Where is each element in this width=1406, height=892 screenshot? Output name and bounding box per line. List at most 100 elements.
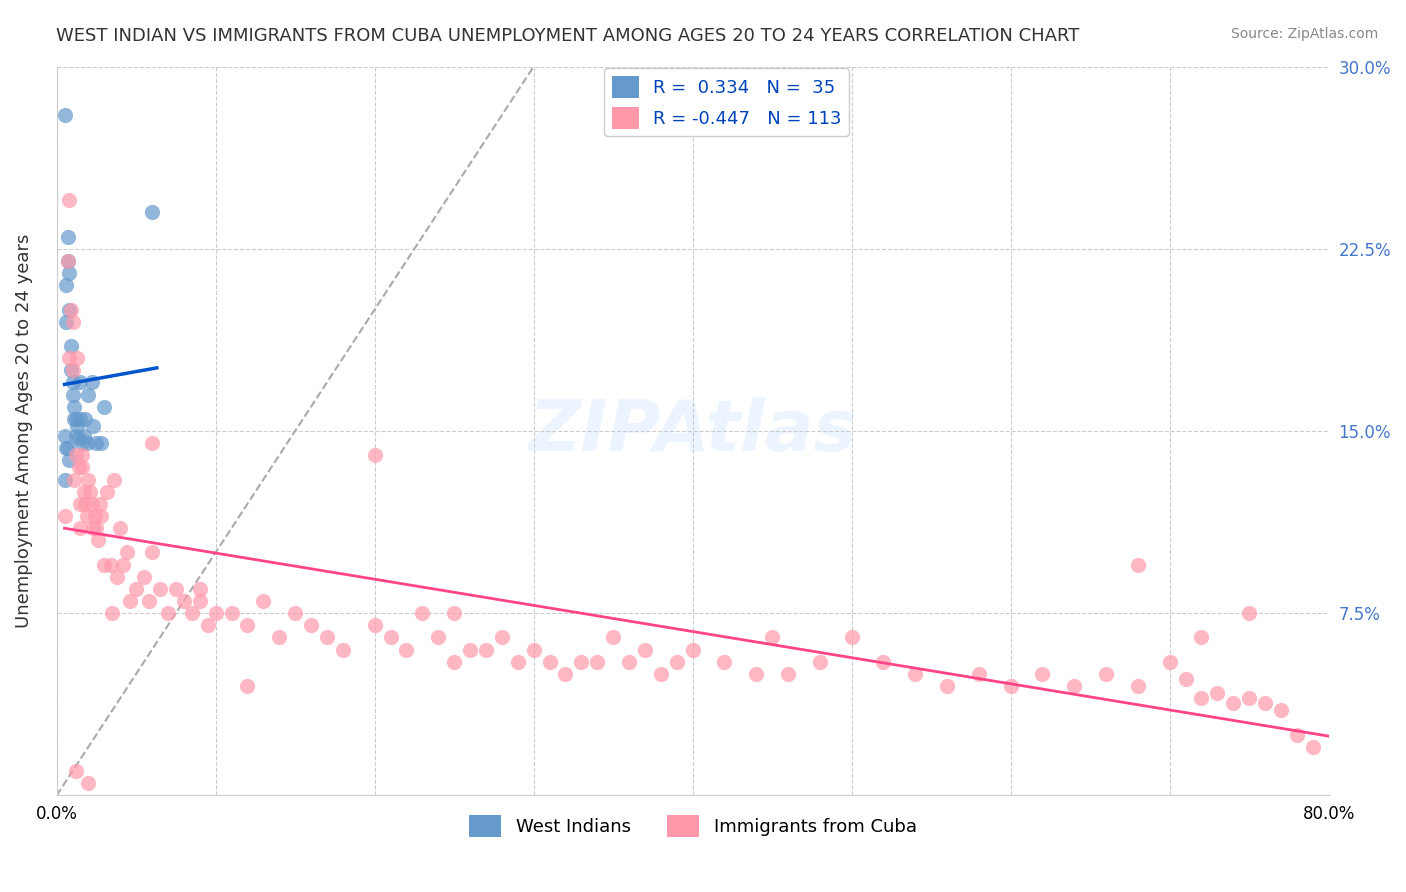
Point (70, 460, 93, 475)
Point (103, 473, 125, 487)
Point (458, 642, 481, 657)
Point (808, 655, 831, 669)
Point (491, 631, 513, 645)
Point (63, 473, 86, 487)
Point (1126, 558, 1149, 572)
Point (221, 606, 243, 620)
Point (53, 429, 76, 443)
Point (82, 419, 104, 434)
Point (506, 655, 529, 669)
Point (586, 655, 609, 669)
Point (1191, 631, 1213, 645)
Point (90, 509, 112, 524)
Point (53, 473, 76, 487)
Point (86, 436, 108, 450)
Point (69, 376, 91, 390)
Text: Source: ZipAtlas.com: Source: ZipAtlas.com (1230, 27, 1378, 41)
Point (173, 594, 195, 608)
Point (1254, 696, 1277, 710)
Point (53, 108, 76, 122)
Point (1063, 679, 1085, 693)
Point (110, 521, 132, 535)
Point (59, 302, 82, 317)
Point (65, 764, 87, 778)
Point (58, 193, 80, 207)
Point (132, 570, 155, 584)
Point (65, 412, 87, 426)
Point (79, 484, 101, 499)
Point (58, 302, 80, 317)
Point (1174, 672, 1197, 686)
Point (76, 436, 98, 450)
Point (682, 642, 704, 657)
Point (1191, 691, 1213, 706)
Point (75, 497, 97, 511)
Point (188, 594, 211, 608)
Point (523, 642, 546, 657)
Point (96, 484, 118, 499)
Point (62, 363, 84, 377)
Point (665, 655, 688, 669)
Point (761, 631, 783, 645)
Point (90, 436, 112, 450)
Point (58, 453, 80, 467)
Point (776, 667, 799, 681)
Point (89, 497, 111, 511)
Point (316, 631, 339, 645)
Point (936, 679, 959, 693)
Point (83, 509, 105, 524)
Point (76, 509, 98, 524)
Point (77, 473, 100, 487)
Point (904, 667, 927, 681)
Point (380, 631, 402, 645)
Point (69, 497, 91, 511)
Point (554, 667, 576, 681)
Point (1031, 667, 1053, 681)
Point (138, 594, 160, 608)
Point (395, 642, 418, 657)
Point (69, 521, 91, 535)
Point (69, 412, 91, 426)
Point (77, 387, 100, 401)
Point (56, 441, 79, 455)
Point (443, 655, 465, 669)
Point (125, 582, 148, 596)
Point (713, 655, 735, 669)
Point (93, 400, 115, 414)
Point (63, 412, 86, 426)
Point (59, 363, 82, 377)
Point (55, 315, 77, 329)
Point (236, 679, 259, 693)
Point (70, 448, 93, 462)
Point (269, 631, 291, 645)
Point (475, 642, 498, 657)
Point (55, 278, 77, 293)
Point (299, 618, 322, 632)
Point (55, 441, 77, 455)
Point (1270, 703, 1292, 717)
Point (363, 618, 385, 632)
Point (872, 655, 894, 669)
Point (63, 400, 86, 414)
Point (105, 570, 128, 584)
Point (62, 315, 84, 329)
Point (1206, 686, 1229, 700)
Point (56, 229, 79, 244)
Legend: West Indians, Immigrants from Cuba: West Indians, Immigrants from Cuba (461, 808, 924, 845)
Point (967, 667, 990, 681)
Point (634, 642, 657, 657)
Point (70, 436, 93, 450)
Point (72, 429, 94, 443)
Point (1285, 728, 1308, 742)
Point (141, 436, 163, 450)
Point (80, 497, 103, 511)
Point (411, 606, 433, 620)
Point (75, 412, 97, 426)
Point (100, 558, 122, 572)
Point (204, 606, 226, 620)
Point (1126, 679, 1149, 693)
Point (650, 667, 672, 681)
Point (443, 606, 465, 620)
Point (252, 594, 274, 608)
Point (56, 254, 79, 268)
